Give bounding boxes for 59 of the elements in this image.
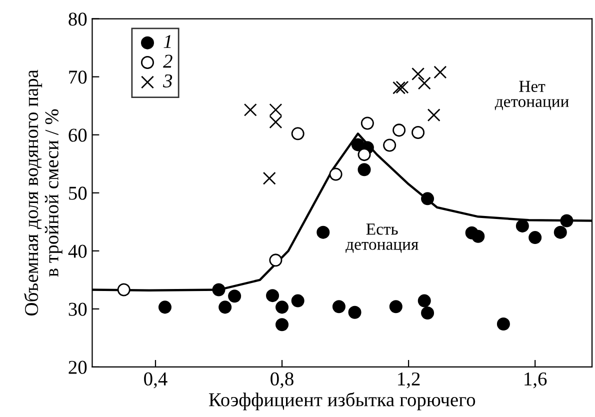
x-axis-title: Коэффициент избытка горючего [208, 392, 476, 410]
y-tick-label: 60 [68, 128, 87, 142]
legend-label: 3 [163, 74, 172, 88]
point [418, 76, 431, 90]
point [291, 127, 304, 140]
point [269, 103, 282, 116]
point [554, 226, 567, 239]
point [528, 231, 542, 244]
point [266, 289, 280, 302]
point [360, 116, 374, 130]
point [560, 214, 574, 228]
point [392, 124, 406, 137]
point [276, 300, 289, 314]
point [516, 219, 529, 232]
x-tick-label: 1,6 [524, 372, 547, 388]
point [291, 294, 304, 308]
point [496, 318, 510, 331]
point [269, 116, 282, 129]
point [412, 126, 425, 140]
point [329, 168, 342, 181]
legend-label: 1 [164, 35, 171, 48]
x-tick-label: 1,2 [398, 372, 420, 388]
point [434, 66, 447, 79]
point [389, 300, 402, 314]
point [218, 300, 232, 314]
y-tick-label: 30 [68, 302, 87, 316]
point [418, 294, 431, 308]
point [276, 318, 289, 332]
y-tick-label: 70 [69, 70, 87, 84]
annotation: Нет детонации [494, 80, 569, 110]
point [316, 226, 330, 239]
point [421, 306, 434, 320]
point [383, 138, 396, 152]
point [358, 163, 371, 176]
y-tick-label: 20 [68, 360, 87, 374]
point [396, 80, 409, 94]
x-tick-label: 0,4 [144, 372, 168, 388]
point [421, 192, 434, 206]
x-tick-label: 0,8 [270, 372, 294, 388]
legend-label: 2 [163, 54, 172, 68]
point [212, 283, 226, 296]
point [412, 67, 425, 80]
point [228, 290, 242, 303]
y-axis-title: Объемная доля водяного пара в тройной смеси / % [24, 70, 62, 316]
point [472, 230, 485, 243]
point [348, 306, 362, 319]
point [262, 172, 276, 185]
y-tick-label: 40 [68, 244, 87, 258]
point [244, 103, 257, 116]
point [358, 148, 371, 162]
point [392, 81, 406, 94]
y-tick-label: 80 [68, 12, 87, 26]
y-tick-label: 50 [69, 186, 87, 200]
point [269, 254, 282, 267]
point [117, 283, 130, 296]
point [158, 300, 172, 314]
annotation: Есть детонация [346, 224, 418, 253]
point [427, 108, 440, 122]
point [332, 300, 346, 314]
